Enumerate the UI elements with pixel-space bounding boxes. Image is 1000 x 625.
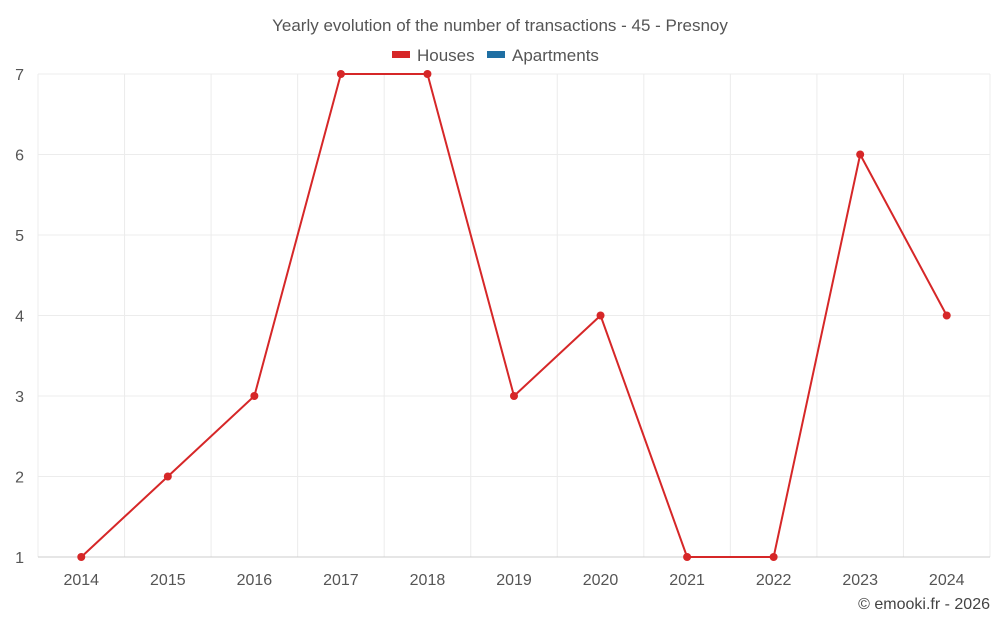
data-point[interactable]: [856, 150, 865, 159]
x-tick-label: 2023: [842, 572, 878, 589]
data-point[interactable]: [769, 553, 778, 561]
y-tick-label: 4: [15, 309, 24, 326]
legend-label-houses: Houses: [417, 46, 475, 65]
y-tick-label: 1: [15, 550, 24, 567]
y-tick-label: 2: [15, 470, 24, 487]
legend-swatch-apartments: [487, 51, 505, 58]
legend-label-apartments: Apartments: [512, 46, 599, 65]
data-point[interactable]: [683, 553, 692, 561]
x-tick-label: 2019: [496, 572, 532, 589]
x-tick-label: 2018: [410, 572, 446, 589]
x-axis-ticks: 2014 2015 2016 2017 2018 2019 2020 2021 2022 2023…: [63, 572, 964, 589]
x-tick-label: 2022: [756, 572, 792, 589]
x-tick-label: 2015: [150, 572, 186, 589]
x-tick-label: 2017: [323, 572, 359, 589]
y-tick-label: 5: [15, 228, 24, 245]
chart-title: Yearly evolution of the number of transa…: [272, 16, 728, 35]
x-tick-label: 2014: [63, 572, 99, 589]
y-tick-label: 6: [15, 148, 24, 165]
x-tick-label: 2021: [669, 572, 705, 589]
x-tick-label: 2016: [237, 572, 273, 589]
legend-item-houses[interactable]: Houses: [392, 46, 475, 65]
data-point[interactable]: [250, 392, 259, 400]
data-point[interactable]: [163, 472, 172, 481]
y-axis-ticks: 1 2 3 4 5 6 7: [15, 67, 24, 567]
data-point[interactable]: [510, 392, 518, 400]
x-tick-label: 2020: [583, 572, 619, 589]
credit-text: © emooki.fr - 2026: [858, 596, 990, 613]
data-point[interactable]: [77, 553, 86, 561]
data-point[interactable]: [423, 70, 432, 78]
y-tick-label: 7: [15, 67, 24, 84]
x-tick-label: 2024: [929, 572, 965, 589]
data-point[interactable]: [596, 311, 605, 320]
data-point[interactable]: [336, 70, 345, 78]
legend-swatch-houses: [392, 51, 410, 58]
legend-item-apartments[interactable]: Apartments: [487, 46, 599, 65]
data-point[interactable]: [942, 311, 951, 320]
legend: Houses Apartments: [392, 46, 599, 65]
y-tick-label: 3: [15, 389, 24, 406]
series-houses: [77, 70, 951, 561]
grid: [37, 73, 991, 558]
